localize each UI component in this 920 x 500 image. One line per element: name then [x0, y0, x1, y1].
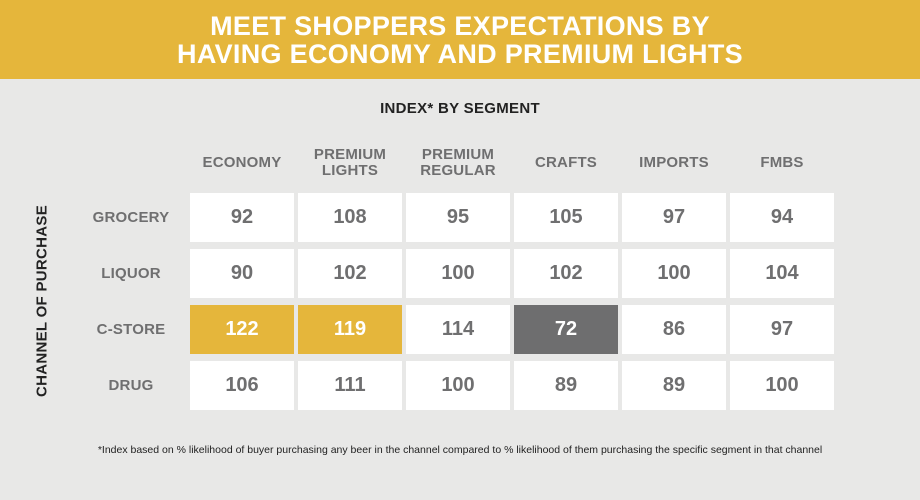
cell-c-store-crafts: 72: [514, 305, 618, 354]
column-header-crafts: CRAFTS: [534, 154, 598, 171]
title-line-2: HAVING ECONOMY AND PREMIUM LIGHTS: [177, 38, 743, 69]
cell-c-store-premium-regular: 114: [406, 305, 510, 354]
cell-c-store-economy: 122: [190, 305, 294, 354]
cell-drug-fmbs: 100: [730, 361, 834, 410]
row-header-grocery: GROCERY: [92, 209, 170, 226]
column-header-premium-lights: PREMIUM LIGHTS: [313, 146, 387, 179]
title-banner: MEET SHOPPERS EXPECTATIONS BY HAVING ECO…: [0, 0, 920, 79]
cell-c-store-premium-lights: 119: [298, 305, 402, 354]
cell-liquor-fmbs: 104: [730, 249, 834, 298]
cell-liquor-imports: 100: [622, 249, 726, 298]
chart-subtitle: INDEX* BY SEGMENT: [380, 100, 540, 117]
column-header-imports: IMPORTS: [639, 154, 709, 171]
cell-c-store-imports: 86: [622, 305, 726, 354]
cell-grocery-fmbs: 94: [730, 193, 834, 242]
cell-liquor-premium-regular: 100: [406, 249, 510, 298]
cell-grocery-crafts: 105: [514, 193, 618, 242]
cell-grocery-economy: 92: [190, 193, 294, 242]
cell-drug-crafts: 89: [514, 361, 618, 410]
cell-c-store-fmbs: 97: [730, 305, 834, 354]
cell-drug-premium-regular: 100: [406, 361, 510, 410]
column-header-fmbs: FMBS: [760, 154, 804, 171]
cell-drug-premium-lights: 111: [298, 361, 402, 410]
cell-grocery-imports: 97: [622, 193, 726, 242]
cell-grocery-premium-lights: 108: [298, 193, 402, 242]
row-header-liquor: LIQUOR: [101, 265, 161, 282]
y-axis-label: CHANNEL OF PURCHASE: [33, 204, 51, 398]
row-header-c-store: C-STORE: [96, 321, 166, 338]
row-header-drug: DRUG: [108, 377, 154, 394]
column-header-premium-regular: PREMIUM REGULAR: [420, 146, 496, 179]
cell-grocery-premium-regular: 95: [406, 193, 510, 242]
cell-liquor-crafts: 102: [514, 249, 618, 298]
cell-drug-imports: 89: [622, 361, 726, 410]
title-line-1: MEET SHOPPERS EXPECTATIONS BY: [210, 10, 710, 41]
cell-liquor-economy: 90: [190, 249, 294, 298]
cell-liquor-premium-lights: 102: [298, 249, 402, 298]
column-header-economy: ECONOMY: [202, 154, 282, 171]
footnote: *Index based on % likelihood of buyer pu…: [97, 444, 823, 456]
cell-drug-economy: 106: [190, 361, 294, 410]
